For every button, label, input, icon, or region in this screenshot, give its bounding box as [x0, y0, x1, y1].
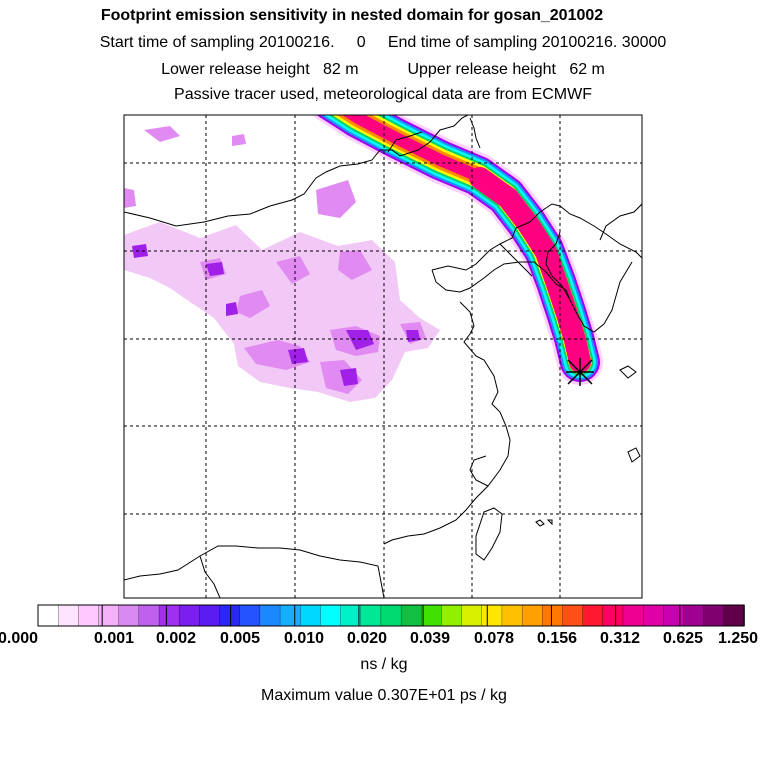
gosan-station-icon: [566, 358, 594, 386]
colorbar-cell: [279, 604, 301, 627]
figure-title: Footprint emission sensitivity in nested…: [100, 7, 604, 24]
colorbar-tick-label: 0.001: [93, 630, 135, 647]
colorbar-cell: [501, 604, 523, 627]
colorbar-frame: [37, 604, 745, 627]
colorbar-cell: [400, 604, 423, 627]
colorbar-cell: [683, 604, 705, 627]
colorbar: [37, 604, 745, 627]
colorbar-cell: [340, 604, 362, 627]
colorbar-cell: [78, 604, 100, 627]
tracer-info-line: Passive tracer used, meteorological data…: [174, 86, 592, 103]
colorbar-cell: [622, 604, 644, 627]
colorbar-tick-label: 0.039: [409, 630, 451, 647]
colorbar-cell: [380, 604, 402, 627]
colorbar-cell: [642, 604, 665, 627]
coastlines-and-borders: [124, 115, 642, 598]
colorbar-cells: [37, 604, 745, 627]
colorbar-units: ns / kg: [360, 656, 408, 673]
colorbar-cell: [179, 604, 201, 627]
sampling-time-line: Start time of sampling 20100216. 0 End t…: [99, 34, 667, 51]
lat-lon-grid: [124, 115, 642, 598]
colorbar-cell: [239, 604, 261, 627]
colorbar-cell: [259, 604, 281, 627]
colorbar-cell: [58, 604, 80, 627]
colorbar-cell: [158, 604, 180, 627]
colorbar-tick-label: 0.010: [283, 630, 325, 647]
colorbar-cell: [582, 604, 604, 627]
colorbar-cell: [118, 604, 140, 627]
colorbar-cell: [703, 604, 725, 627]
colorbar-cell: [663, 604, 685, 627]
colorbar-tick-label: 0.002: [155, 630, 197, 647]
maximum-value-label: Maximum value 0.307E+01 ps / kg: [261, 687, 507, 704]
colorbar-cell: [199, 604, 221, 627]
colorbar-cell: [138, 604, 160, 627]
colorbar-cell: [219, 604, 241, 627]
colorbar-tick-label: 1.250: [717, 630, 759, 647]
colorbar-cell: [441, 604, 463, 627]
colorbar-tick-label: 0.312: [599, 630, 641, 647]
colorbar-cell: [37, 604, 59, 627]
colorbar-tick-label: 0.000: [0, 630, 39, 647]
colorbar-cell: [421, 604, 443, 627]
colorbar-tick-label: 0.625: [662, 630, 704, 647]
colorbar-cell: [521, 604, 544, 627]
colorbar-tick-label: 0.005: [219, 630, 261, 647]
colorbar-cell: [461, 604, 483, 627]
colorbar-cell: [542, 604, 564, 627]
colorbar-cell: [602, 604, 624, 627]
tracer-plume: [312, 115, 603, 385]
colorbar-cell: [723, 604, 745, 627]
colorbar-tick-label: 0.156: [536, 630, 578, 647]
colorbar-tick-label: 0.078: [473, 630, 515, 647]
colorbar-cell: [98, 604, 120, 627]
colorbar-cell: [360, 604, 382, 627]
colorbar-tick-label: 0.020: [346, 630, 388, 647]
colorbar-cell: [300, 604, 322, 627]
map-frame: [123, 114, 643, 599]
colorbar-cell: [481, 604, 503, 627]
colorbar-major-dividers: [101, 605, 681, 626]
diffuse-sensitivity-field: [124, 126, 440, 402]
colorbar-cell: [562, 604, 584, 627]
release-height-line: Lower release height 82 m Upper release …: [161, 61, 605, 78]
colorbar-cell: [320, 604, 342, 627]
